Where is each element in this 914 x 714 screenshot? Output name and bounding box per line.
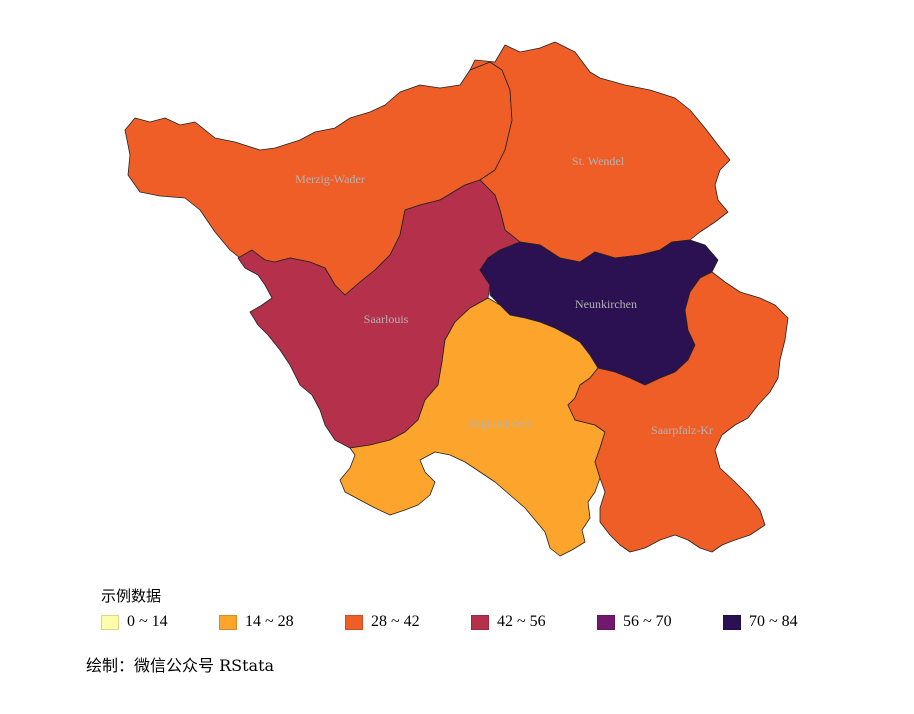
legend-swatch [345,614,363,630]
label-merzig-wader: Merzig-Wader [295,172,365,186]
legend-label: 0 ~ 14 [127,613,168,630]
region-regionalverb[interactable] [339,297,606,557]
label-st-wendel: St. Wendel [572,154,625,168]
legend-label: 28 ~ 42 [371,613,420,630]
legend: 0 ~ 14 14 ~ 28 28 ~ 42 42 ~ 56 56 ~ 70 7… [101,611,861,633]
legend-swatch [101,614,119,630]
legend-label: 14 ~ 28 [245,613,294,630]
legend-item: 42 ~ 56 [471,611,546,633]
legend-label: 42 ~ 56 [497,613,546,630]
legend-swatch [471,614,489,630]
legend-title: 示例数据 [101,587,162,605]
legend-item: 0 ~ 14 [101,611,168,633]
legend-swatch [723,614,741,630]
label-saarpfalz-kr: Saarpfalz-Kr [651,423,713,437]
legend-label: 70 ~ 84 [749,613,798,630]
legend-swatch [597,614,615,630]
label-regionalverb: Regionalverb [468,416,533,430]
region-st-wendel[interactable] [469,41,731,263]
legend-item: 70 ~ 84 [723,611,798,633]
region-saarpfalz-kr[interactable] [567,271,789,553]
caption: 绘制：微信公众号 RStata [86,656,275,675]
legend-item: 56 ~ 70 [597,611,672,633]
legend-item: 28 ~ 42 [345,611,420,633]
legend-label: 56 ~ 70 [623,613,672,630]
legend-item: 14 ~ 28 [219,611,294,633]
label-saarlouis: Saarlouis [364,312,409,326]
legend-swatch [219,614,237,630]
label-neunkirchen: Neunkirchen [575,297,637,311]
